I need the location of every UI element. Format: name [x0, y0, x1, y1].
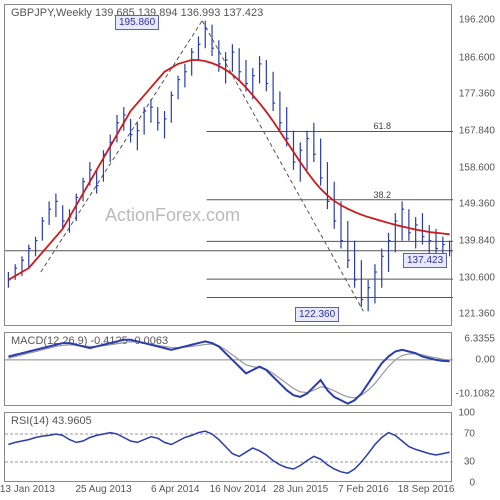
macd-panel: MACD(12,26,9) -0.4125 -0.0063 -10.10820.… — [4, 332, 452, 406]
xaxis-label: 25 Aug 2013 — [75, 484, 131, 495]
rsi-ytick: 100 — [458, 408, 475, 419]
price-ytick: 158.600 — [459, 162, 495, 173]
xaxis-label: 16 Nov 2014 — [210, 484, 267, 495]
xaxis-label: 7 Feb 2016 — [338, 484, 389, 495]
price-ytick: 149.360 — [459, 198, 495, 209]
fib-label: 38.2 — [373, 190, 391, 200]
xaxis-label: 18 Sep 2016 — [398, 484, 455, 495]
xaxis-label: 6 Apr 2014 — [151, 484, 199, 495]
price-annotation: 122.360 — [295, 307, 339, 322]
xaxis-label: 28 Jun 2015 — [273, 484, 328, 495]
fib-label: 61.8 — [373, 121, 391, 131]
price-chart-svg — [5, 5, 453, 327]
price-annotation: 195.860 — [115, 15, 159, 30]
rsi-ytick: 70 — [464, 429, 475, 440]
macd-chart-svg — [5, 333, 453, 407]
rsi-ytick: 30 — [464, 457, 475, 468]
price-ytick: 121.360 — [459, 308, 495, 319]
price-panel: GBPJPY,Weekly 139.685 139.894 136.993 13… — [4, 4, 452, 326]
rsi-chart-svg — [5, 413, 453, 483]
macd-ytick: -10.1082 — [456, 388, 495, 399]
xaxis-label: 13 Jan 2013 — [0, 484, 55, 495]
macd-ytick: 0.00 — [476, 354, 495, 365]
price-ytick: 130.600 — [459, 272, 495, 283]
price-ytick: 167.840 — [459, 126, 495, 137]
price-annotation: 137.423 — [403, 253, 447, 268]
price-ytick: 177.360 — [459, 88, 495, 99]
price-ytick: 139.840 — [459, 236, 495, 247]
price-ytick: 196.200 — [459, 14, 495, 25]
rsi-panel: RSI(14) 43.9605 0307010013 Jan 201325 Au… — [4, 412, 452, 482]
macd-ytick: 6.3355 — [464, 333, 495, 344]
price-ytick: 186.600 — [459, 52, 495, 63]
rsi-ytick: 0 — [469, 478, 475, 489]
